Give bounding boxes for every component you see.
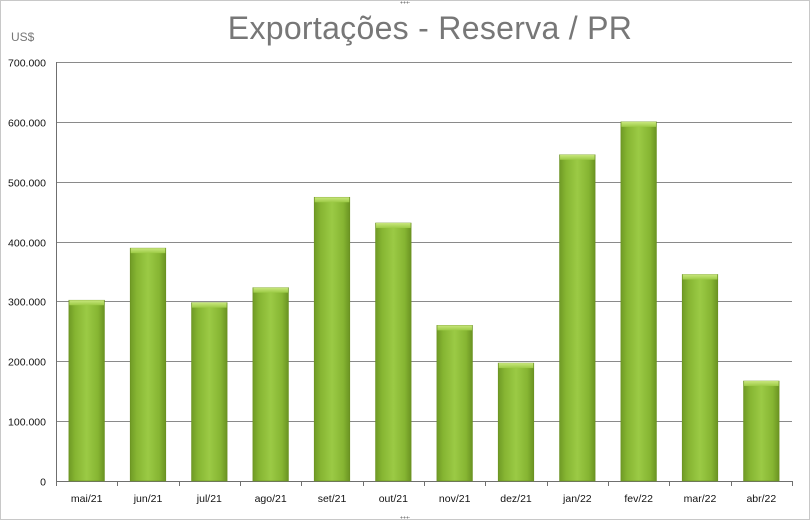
x-tick-label: out/21 [379, 493, 408, 505]
bar-top-highlight [437, 325, 472, 331]
y-tick-label: 700.000 [8, 58, 46, 70]
bar[interactable] [681, 274, 719, 482]
bar[interactable] [620, 121, 657, 482]
bar-body [129, 247, 167, 482]
bar[interactable] [68, 299, 105, 482]
bar[interactable] [743, 380, 780, 482]
bar-body [313, 196, 351, 482]
bar-body [559, 154, 596, 482]
bar[interactable] [559, 154, 596, 482]
y-tick-label: 200.000 [8, 357, 46, 369]
bar[interactable] [129, 247, 167, 482]
resize-handle-bottom[interactable] [400, 516, 410, 519]
x-tick-label: dez/21 [500, 493, 532, 505]
y-tick-label: 600.000 [8, 118, 46, 130]
y-axis-unit-label: US$ [11, 30, 35, 44]
y-tick-label: 300.000 [8, 297, 46, 309]
bar-top-highlight [314, 197, 350, 203]
bar-top-highlight [621, 121, 656, 127]
bar[interactable] [497, 362, 535, 482]
x-tick-label: jun/21 [133, 493, 163, 505]
bar-body [191, 302, 228, 482]
chart-title: Exportações - Reserva / PR [227, 10, 633, 46]
bar-top-highlight [192, 302, 227, 308]
bar-top-highlight [253, 287, 288, 293]
bar-top-highlight [498, 363, 534, 369]
x-tick-label: fev/22 [624, 493, 653, 505]
x-tick-label: abr/22 [746, 493, 776, 505]
bar-body [620, 121, 657, 482]
bar-body [743, 380, 780, 482]
y-tick-label: 500.000 [8, 178, 46, 190]
x-tick-label: jan/22 [562, 493, 592, 505]
bar[interactable] [436, 325, 473, 482]
bar-top-highlight [376, 223, 411, 229]
bar-top-highlight [69, 300, 104, 306]
bar-body [68, 299, 105, 482]
x-tick-label: jul/21 [196, 493, 222, 505]
y-tick-label: 100.000 [8, 417, 46, 429]
x-tick-label: mai/21 [71, 493, 103, 505]
bar-top-highlight [560, 154, 595, 160]
y-tick-label: 0 [40, 477, 46, 489]
bar[interactable] [191, 302, 228, 482]
resize-handle-top[interactable] [400, 1, 410, 4]
bar-body [681, 274, 719, 482]
bar-top-highlight [744, 381, 779, 387]
x-tick-label: mar/22 [684, 493, 717, 505]
bar-body [436, 325, 473, 482]
x-tick-label: ago/21 [255, 493, 287, 505]
y-tick-label: 400.000 [8, 238, 46, 250]
bar[interactable] [313, 196, 351, 482]
bar[interactable] [375, 222, 412, 482]
bar-top-highlight [130, 248, 166, 254]
bar-body [252, 287, 289, 482]
bar-body [497, 362, 535, 482]
x-tick-label: set/21 [318, 493, 347, 505]
x-tick-label: nov/21 [439, 493, 471, 505]
bar[interactable] [252, 287, 289, 482]
bar-top-highlight [682, 274, 718, 280]
bar-body [375, 222, 412, 482]
